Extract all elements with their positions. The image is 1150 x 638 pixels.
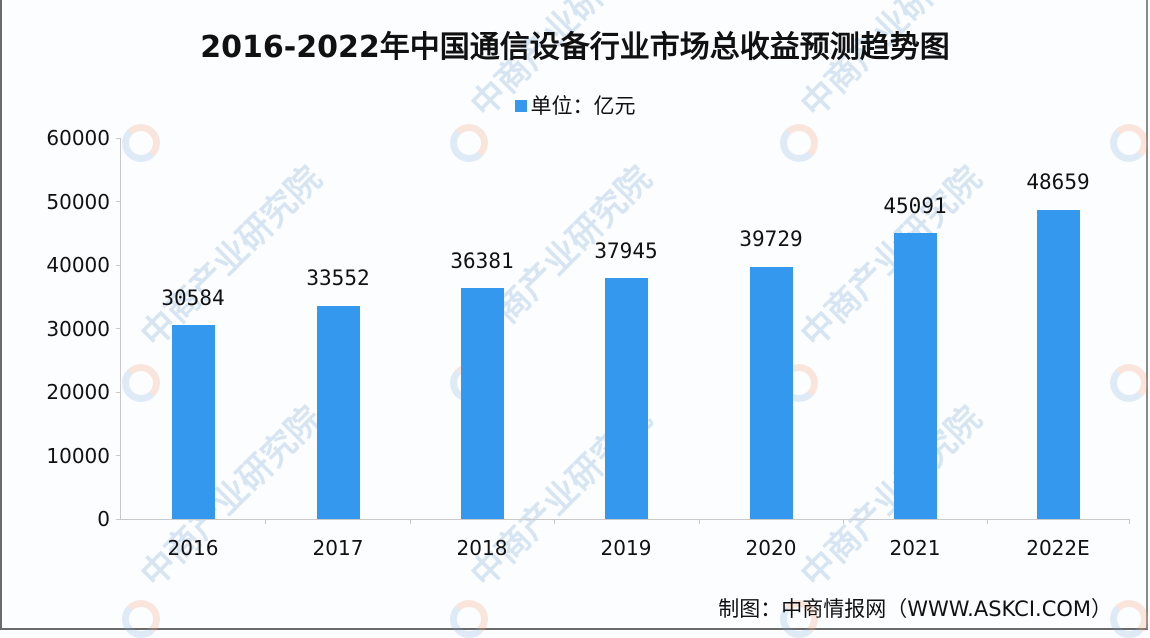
y-tick-mark <box>116 138 121 139</box>
x-tick-label: 2018 <box>456 536 508 560</box>
bar-2017 <box>317 306 360 519</box>
y-tick-mark <box>116 201 121 202</box>
x-tick-label: 2017 <box>312 536 364 560</box>
y-tick-label: 10000 <box>46 444 110 468</box>
value-label: 30584 <box>161 286 225 310</box>
legend-label: 单位：亿元 <box>530 94 636 118</box>
value-label: 48659 <box>1026 170 1090 194</box>
x-tick-label: 2021 <box>889 536 941 560</box>
x-tick-label: 2016 <box>167 536 219 560</box>
x-tick-mark <box>554 519 555 524</box>
value-label: 36381 <box>450 249 514 273</box>
bar-2022E <box>1037 210 1080 519</box>
bar-2021 <box>894 233 937 519</box>
x-tick-mark <box>410 519 411 524</box>
y-tick-mark <box>116 519 121 520</box>
x-tick-mark <box>987 519 988 524</box>
value-label: 33552 <box>306 266 370 290</box>
chart-title: 2016-2022年中国通信设备行业市场总收益预测趋势图 <box>200 30 950 65</box>
y-tick-mark <box>116 455 121 456</box>
legend-swatch-icon <box>514 100 527 112</box>
bar-2020 <box>750 267 793 519</box>
y-tick-label: 40000 <box>46 253 110 277</box>
y-tick-label: 60000 <box>46 126 110 150</box>
y-tick-mark <box>116 265 121 266</box>
y-tick-mark <box>116 392 121 393</box>
bar-2018 <box>461 288 504 519</box>
x-tick-mark <box>1129 519 1130 524</box>
bar-2019 <box>605 278 648 519</box>
value-label: 39729 <box>739 227 803 251</box>
y-tick-label: 50000 <box>46 190 110 214</box>
x-tick-mark <box>843 519 844 524</box>
y-tick-label: 0 <box>97 507 110 531</box>
bar-2016 <box>172 325 215 519</box>
x-axis <box>120 519 1130 520</box>
value-label: 37945 <box>594 239 658 263</box>
y-tick-mark <box>116 328 121 329</box>
y-tick-label: 30000 <box>46 317 110 341</box>
y-tick-label: 20000 <box>46 380 110 404</box>
value-label: 45091 <box>883 194 947 218</box>
x-tick-label: 2020 <box>745 536 797 560</box>
x-tick-label: 2019 <box>600 536 652 560</box>
legend: 单位：亿元 <box>0 90 1150 120</box>
x-tick-label: 2022E <box>1026 536 1090 560</box>
source-caption: 制图：中商情报网（WWW.ASKCI.COM） <box>718 597 1112 621</box>
x-tick-mark <box>699 519 700 524</box>
x-tick-mark <box>265 519 266 524</box>
